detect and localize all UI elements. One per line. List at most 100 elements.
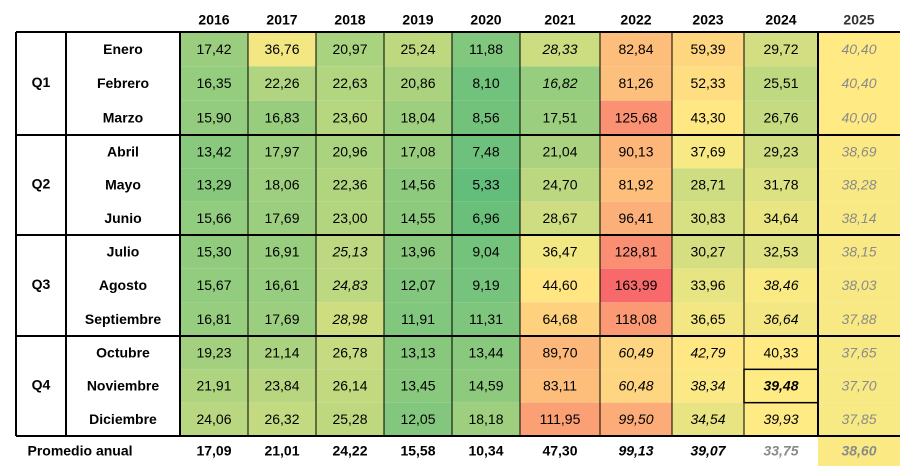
heatmap-cell [180, 66, 248, 101]
heatmap-cell [672, 336, 744, 370]
month-label-mayo: Mayo [105, 177, 141, 193]
heatmap-cell [520, 32, 600, 67]
cell-value: 40,00 [841, 110, 876, 126]
cell-value: 52,33 [690, 75, 725, 91]
heatmap-cell [818, 135, 900, 169]
cell-value: 99,50 [618, 411, 653, 427]
cell-value: 19,23 [196, 344, 231, 360]
cell-value: 34,64 [763, 210, 798, 226]
cell-value: 30,27 [690, 244, 725, 260]
heatmap-cell [744, 100, 818, 135]
heatmap-cell [452, 302, 520, 336]
heatmap-cell [452, 268, 520, 303]
cell-value: 38,28 [841, 177, 876, 193]
cell-value: 11,31 [469, 311, 503, 327]
heatmap-cell [316, 402, 384, 436]
heatmap-cell [316, 32, 384, 67]
cell-value: 38,14 [841, 210, 876, 226]
heatmap-cell [520, 302, 600, 336]
month-label-junio: Junio [104, 210, 141, 226]
heatmap-cell [180, 235, 248, 269]
month-label-julio: Julio [107, 244, 140, 260]
heatmap-cell [520, 168, 600, 202]
cell-value: 16,35 [196, 75, 231, 91]
heatmap-cell [818, 168, 900, 202]
heatmap-cell [316, 135, 384, 169]
heatmap-cell [248, 66, 316, 101]
heatmap-cell [600, 168, 672, 202]
heatmap-cell [672, 135, 744, 169]
cell-value: 26,32 [264, 411, 299, 427]
heatmap-cell [520, 135, 600, 169]
cell-value: 128,81 [615, 244, 658, 260]
heatmap-cell [818, 235, 900, 269]
cell-value: 13,96 [400, 244, 435, 260]
cell-value: 14,56 [400, 177, 435, 193]
cell-value: 15,66 [196, 210, 231, 226]
heatmap-cell [818, 302, 900, 336]
cell-value: 25,28 [332, 411, 367, 427]
cell-value: 82,84 [618, 41, 653, 57]
cell-value: 32,53 [763, 244, 798, 260]
heatmap-cell [672, 100, 744, 135]
heatmap-cell [744, 235, 818, 269]
heatmap-cell [180, 402, 248, 436]
heatmap-cell [384, 201, 452, 235]
heatmap-cell [520, 235, 600, 269]
cell-value: 36,65 [690, 311, 725, 327]
cell-value: 125,68 [615, 110, 658, 126]
cell-value: 42,79 [690, 344, 725, 360]
cell-value: 83,11 [543, 378, 577, 394]
month-label-noviembre: Noviembre [87, 378, 160, 394]
cell-value: 33,96 [690, 277, 725, 293]
heatmap-cell [818, 336, 900, 370]
cell-value: 44,60 [542, 277, 577, 293]
cell-value: 13,13 [400, 344, 435, 360]
heatmap-cell [452, 168, 520, 202]
cell-value: 21,14 [264, 344, 299, 360]
cell-value: 36,47 [542, 244, 577, 260]
month-label-enero: Enero [103, 41, 143, 57]
cell-value: 81,26 [618, 75, 653, 91]
quarter-label-q2: Q2 [32, 176, 51, 192]
heatmap-cell [520, 369, 600, 403]
heatmap-cell [520, 66, 600, 101]
annual-average-2020: 10,34 [468, 443, 503, 459]
heatmap-cell [316, 66, 384, 101]
cell-value: 16,81 [196, 311, 231, 327]
cell-value: 30,83 [690, 210, 725, 226]
annual-average-2018: 24,22 [332, 443, 367, 459]
heatmap-cell [672, 302, 744, 336]
heatmap-cell [452, 201, 520, 235]
cell-value: 60,49 [618, 344, 653, 360]
heatmap-cell [180, 201, 248, 235]
cell-value: 38,34 [690, 378, 725, 394]
year-header-2020: 2020 [470, 12, 501, 28]
quarter-label-q3: Q3 [32, 276, 51, 292]
cell-value: 25,13 [331, 244, 367, 260]
heatmap-cell [600, 369, 672, 403]
heatmap-cell [452, 100, 520, 135]
heatmap-cell [672, 268, 744, 303]
heatmap-cell [818, 402, 900, 436]
cell-value: 18,06 [264, 177, 299, 193]
heatmap-cell [600, 201, 672, 235]
heatmap-cell [384, 302, 452, 336]
annual-average-2016: 17,09 [196, 443, 231, 459]
cell-value: 40,40 [841, 41, 876, 57]
month-label-febrero: Febrero [97, 75, 149, 91]
cell-value: 37,85 [841, 411, 876, 427]
heatmap-cell [744, 369, 818, 403]
cell-value: 38,69 [841, 143, 876, 159]
heatmap-cell [818, 268, 900, 303]
highlight-cell-border [743, 368, 819, 404]
heatmap-cell [384, 168, 452, 202]
annual-average-2017: 21,01 [264, 443, 299, 459]
cell-value: 23,00 [332, 210, 367, 226]
cell-value: 38,46 [763, 277, 798, 293]
heatmap-cell [452, 369, 520, 403]
heatmap-cell [384, 66, 452, 101]
heatmap-cell [600, 66, 672, 101]
cell-value: 24,06 [196, 411, 231, 427]
